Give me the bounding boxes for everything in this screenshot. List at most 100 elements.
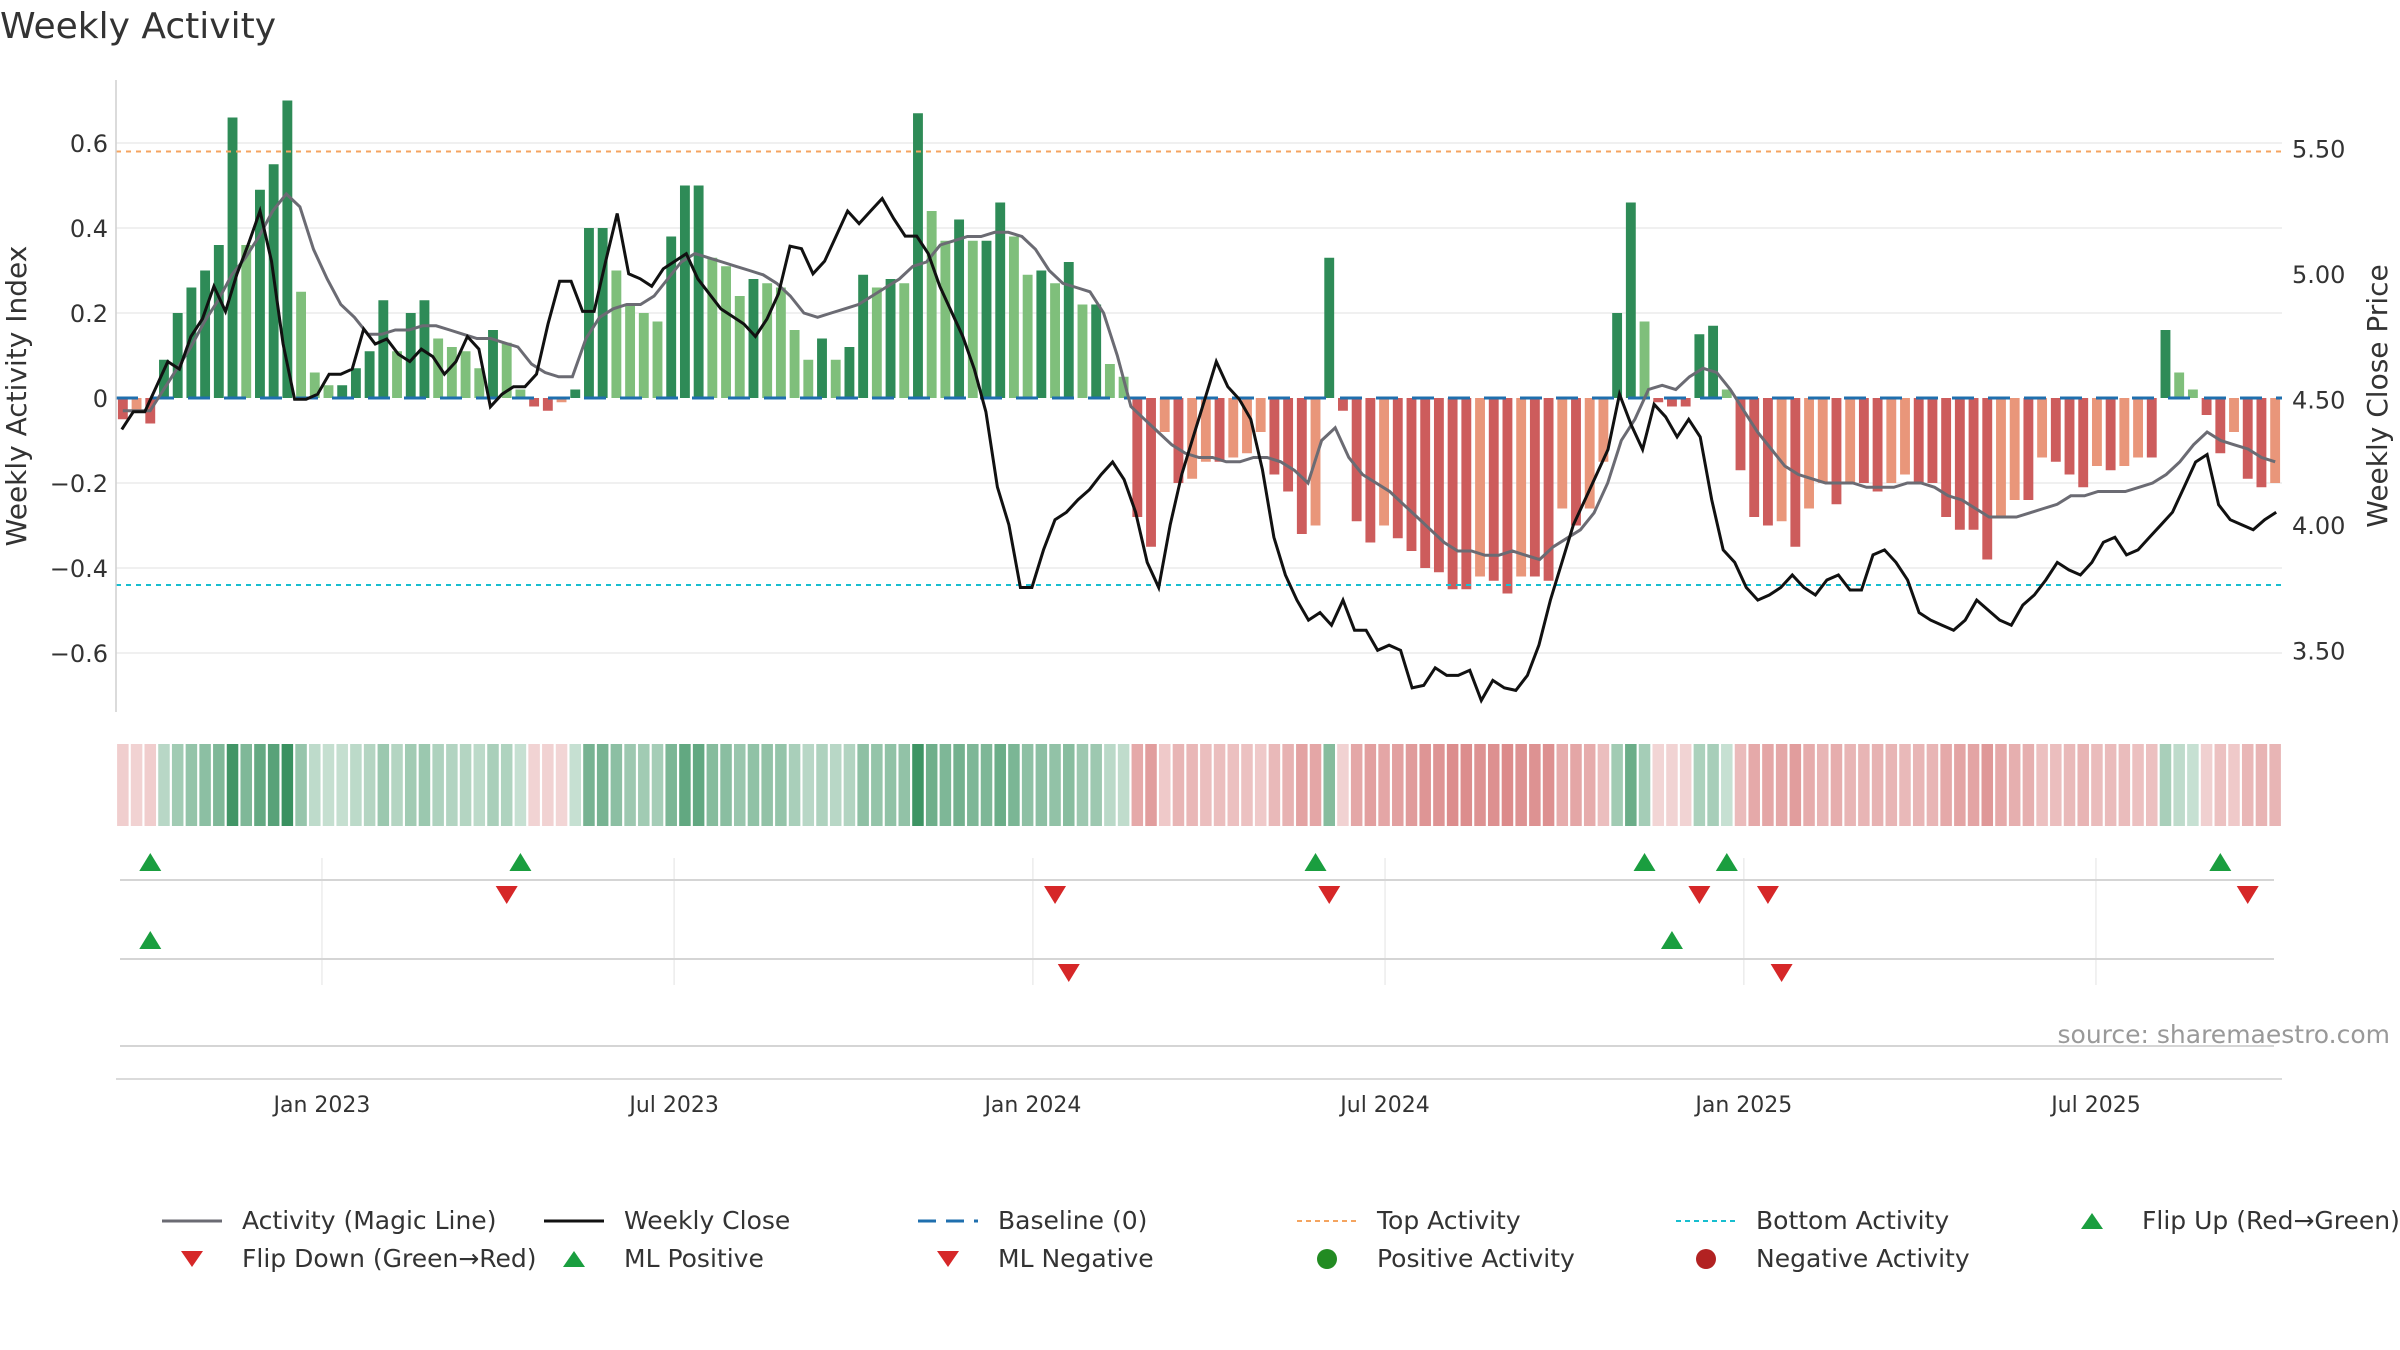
activity-bar [2160,330,2171,398]
strip-cell [1707,744,1719,826]
activity-bar [1735,398,1746,471]
strip-cell [1954,744,1966,826]
legend-item: Top Activity [1295,1206,1521,1235]
blue-dashed-line-icon [918,1219,978,1222]
strip-cell [596,744,609,826]
activity-bar [1173,398,1184,483]
activity-bar [2050,398,2061,462]
activity-bar [131,398,142,411]
activity-bar [350,368,361,398]
activity-bar [2119,398,2130,466]
activity-bar [1296,398,1307,534]
strip-cell [363,744,376,826]
strip-cell [309,744,321,826]
activity-bar [611,270,622,398]
x-tick-label: Jul 2023 [627,1093,719,1118]
activity-bar [1557,398,1568,509]
left-tick-label: −0.4 [50,555,108,583]
activity-bar [2270,398,2281,483]
activity-bar [460,351,471,398]
activity-bar [1008,236,1019,398]
strip-cell [1748,744,1760,826]
strip-cell [1063,744,1075,826]
strip-cell [1131,744,1144,826]
strip-cell [2036,744,2048,826]
strip-cell [692,744,705,826]
strip-cell [925,744,938,826]
strip-cell [1899,744,1911,826]
activity-bar [1502,398,1513,594]
activity-bar [1283,398,1294,492]
legend-label: ML Negative [998,1244,1154,1273]
activity-bar [844,347,855,398]
strip-cell [1172,744,1185,826]
legend-label: Flip Up (Red→Green) [2142,1206,2400,1235]
strip-cell [391,744,403,826]
activity-bar [1461,398,1472,590]
activity-bar [1214,398,1225,462]
strip-cell [1529,744,1541,826]
legend-label: Negative Activity [1756,1244,1970,1273]
strip-cell [1200,744,1212,826]
flip-up-marker [139,853,162,871]
legend-item: ML Positive [542,1244,764,1273]
strip-cell [967,744,979,826]
activity-bar [570,389,581,398]
activity-bar [1694,334,1705,398]
activity-bar [1954,398,1965,530]
strip-cell [1296,744,1308,826]
legend-label: Bottom Activity [1756,1206,1950,1235]
strip-cell [1049,744,1061,826]
strip-cell [1117,744,1130,826]
legend: Activity (Magic Line) Weekly Close Baselin… [160,1206,2400,1296]
activity-bar [1475,398,1485,577]
strip-cell [2050,744,2062,826]
strip-cell [1721,744,1733,826]
activity-bar [2023,398,2034,500]
strip-cell [1775,744,1788,826]
strip-cell [802,744,815,826]
strip-cell [1597,744,1610,826]
activity-bar [1338,398,1348,411]
activity-bar [1242,398,1252,454]
legend-label: Activity (Magic Line) [242,1206,497,1235]
legend-label: Positive Activity [1377,1244,1575,1273]
activity-bar [556,398,567,403]
activity-bar [1091,304,1102,398]
activity-bar [1886,398,1897,483]
strip-cell [1542,744,1555,826]
activity-bar [1159,398,1170,432]
strip-cell [1282,744,1294,826]
legend-item: Weekly Close [542,1206,790,1235]
activity-bar [652,321,663,398]
activity-bar [2064,398,2075,475]
activity-bar [2187,389,2198,398]
activity-bar [1379,398,1390,526]
strip-cell [1611,744,1623,826]
strip-cell [514,744,527,826]
flip-up-marker [1633,853,1656,871]
strip-cell [2159,744,2172,826]
activity-bar [405,313,416,398]
strip-cell [665,744,677,826]
activity-bar [1063,262,1074,398]
ml-negative-marker [1770,964,1793,982]
right-tick-label: 3.50 [2292,637,2345,665]
activity-bar [2229,398,2239,432]
strip-cell [459,744,472,826]
strip-cell [226,744,239,826]
strip-cell [953,744,965,826]
strip-cell [2091,744,2103,826]
chart-title: Weekly Activity [0,6,276,47]
strip-cell [733,744,746,826]
activity-bar [1639,321,1650,398]
activity-bar [1365,398,1376,543]
flip-down-marker [1318,886,1341,904]
activity-bar [2174,372,2185,398]
activity-bars [117,100,2281,594]
activity-bar [2091,398,2102,466]
flip-down-marker [2236,886,2259,904]
strip-cell [871,744,883,826]
strip-cell [500,744,513,826]
